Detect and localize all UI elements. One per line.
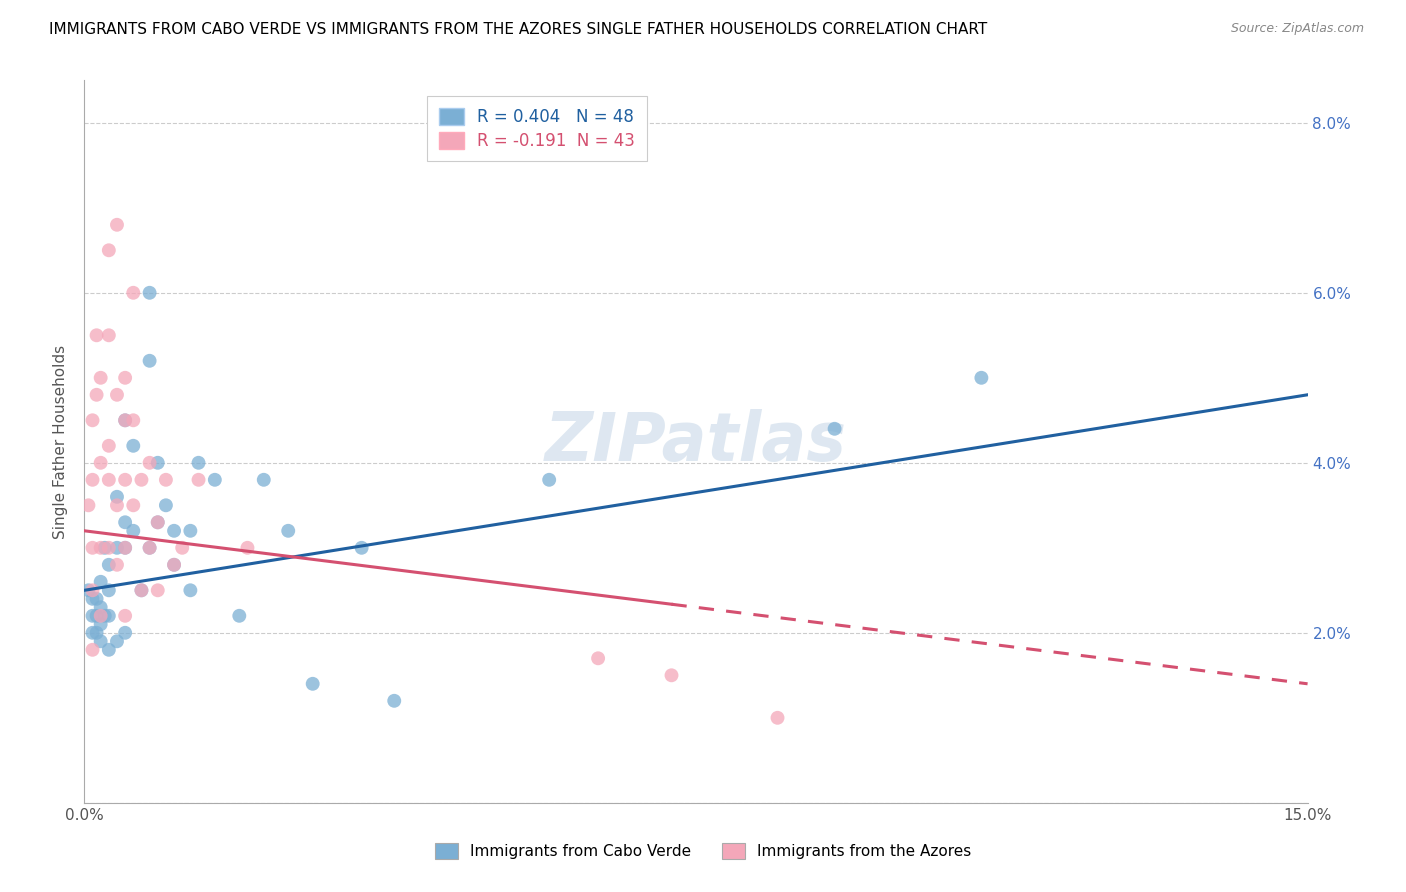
Point	[82, 541, 104, 555]
Point	[86, 608, 108, 623]
Point	[228, 608, 250, 623]
Point	[97, 541, 120, 555]
Point	[138, 456, 160, 470]
Point	[97, 328, 120, 343]
Point	[82, 583, 104, 598]
Point	[105, 558, 128, 572]
Point	[105, 388, 128, 402]
Point	[350, 541, 373, 555]
Point	[138, 285, 160, 300]
Point	[236, 541, 259, 555]
Point	[82, 625, 104, 640]
Point	[86, 625, 108, 640]
Point	[122, 413, 145, 427]
Point	[187, 473, 209, 487]
Point	[86, 591, 108, 606]
Y-axis label: Single Father Households: Single Father Households	[53, 344, 69, 539]
Point	[114, 413, 136, 427]
Point	[155, 473, 177, 487]
Point	[97, 439, 120, 453]
Point	[82, 413, 104, 427]
Point	[146, 583, 169, 598]
Point	[163, 558, 186, 572]
Point	[131, 583, 153, 598]
Point	[122, 524, 145, 538]
Point	[138, 541, 160, 555]
Point	[90, 600, 112, 615]
Point	[97, 473, 120, 487]
Point	[77, 498, 100, 512]
Point	[277, 524, 299, 538]
Point	[82, 642, 104, 657]
Point	[163, 524, 186, 538]
Point	[131, 473, 153, 487]
Point	[90, 541, 112, 555]
Point	[86, 388, 108, 402]
Point	[105, 490, 128, 504]
Point	[86, 328, 108, 343]
Text: IMMIGRANTS FROM CABO VERDE VS IMMIGRANTS FROM THE AZORES SINGLE FATHER HOUSEHOLD: IMMIGRANTS FROM CABO VERDE VS IMMIGRANTS…	[49, 22, 987, 37]
Point	[105, 634, 128, 648]
Point	[122, 439, 145, 453]
Point	[97, 558, 120, 572]
Point	[766, 711, 789, 725]
Point	[105, 498, 128, 512]
Point	[97, 244, 120, 258]
Point	[93, 608, 115, 623]
Point	[146, 456, 169, 470]
Point	[114, 516, 136, 530]
Point	[90, 608, 112, 623]
Point	[122, 498, 145, 512]
Point	[187, 456, 209, 470]
Legend: Immigrants from Cabo Verde, Immigrants from the Azores: Immigrants from Cabo Verde, Immigrants f…	[427, 835, 979, 866]
Point	[155, 498, 177, 512]
Point	[114, 413, 136, 427]
Point	[114, 541, 136, 555]
Point	[82, 608, 104, 623]
Point	[204, 473, 226, 487]
Point	[90, 371, 112, 385]
Point	[105, 218, 128, 232]
Point	[172, 541, 194, 555]
Point	[114, 473, 136, 487]
Point	[179, 583, 201, 598]
Point	[131, 583, 153, 598]
Point	[253, 473, 276, 487]
Point	[586, 651, 609, 665]
Point	[114, 541, 136, 555]
Point	[93, 541, 115, 555]
Point	[122, 285, 145, 300]
Point	[661, 668, 683, 682]
Point	[538, 473, 561, 487]
Point	[97, 642, 120, 657]
Point	[824, 422, 846, 436]
Point	[301, 677, 323, 691]
Point	[97, 608, 120, 623]
Point	[82, 473, 104, 487]
Point	[90, 617, 112, 632]
Point	[114, 608, 136, 623]
Text: Source: ZipAtlas.com: Source: ZipAtlas.com	[1230, 22, 1364, 36]
Point	[82, 591, 104, 606]
Point	[138, 541, 160, 555]
Point	[97, 583, 120, 598]
Point	[970, 371, 993, 385]
Point	[90, 456, 112, 470]
Point	[146, 516, 169, 530]
Point	[163, 558, 186, 572]
Point	[105, 541, 128, 555]
Point	[114, 371, 136, 385]
Point	[90, 574, 112, 589]
Point	[382, 694, 405, 708]
Point	[90, 634, 112, 648]
Point	[146, 516, 169, 530]
Point	[138, 353, 160, 368]
Legend: R = 0.404   N = 48, R = -0.191  N = 43: R = 0.404 N = 48, R = -0.191 N = 43	[427, 95, 647, 161]
Point	[77, 583, 100, 598]
Text: ZIPatlas: ZIPatlas	[546, 409, 846, 475]
Point	[114, 625, 136, 640]
Point	[179, 524, 201, 538]
